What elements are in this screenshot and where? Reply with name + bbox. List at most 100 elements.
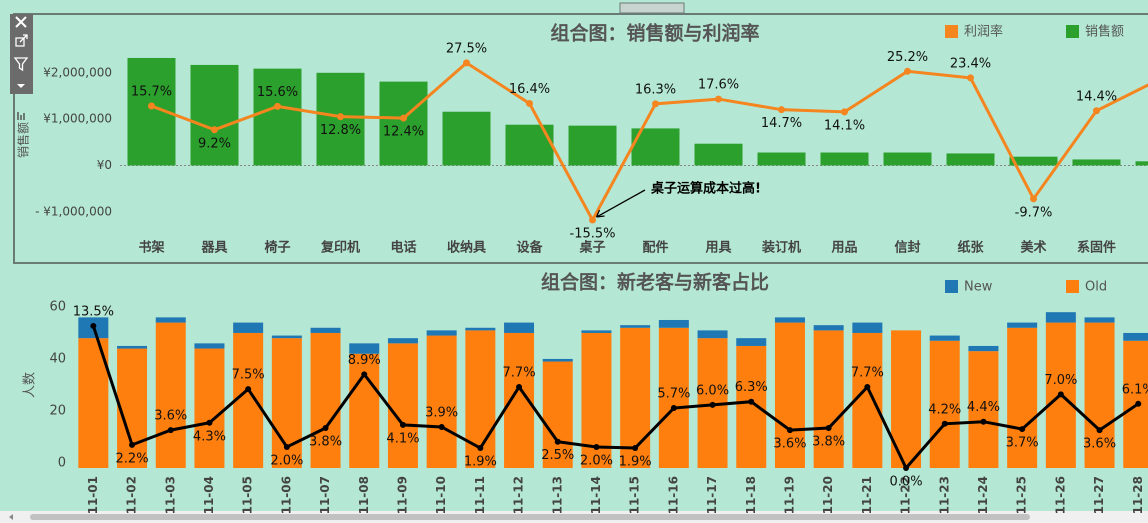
- point: [967, 74, 974, 82]
- annotation: 桌子运算成本过高!: [651, 181, 761, 197]
- data-label: 2.0%: [270, 453, 303, 468]
- point: [903, 465, 910, 471]
- bar-segment: [310, 327, 341, 333]
- x-tick-label: 11-11: [473, 476, 487, 514]
- x-tick-label: 装订机: [761, 240, 801, 256]
- close-icon[interactable]: [15, 16, 27, 28]
- data-label: 6.1%: [1122, 382, 1148, 397]
- x-tick-label: 收纳具: [447, 240, 486, 256]
- scroll-left[interactable]: [9, 514, 13, 520]
- data-label: 14.4%: [1076, 89, 1117, 104]
- point: [167, 427, 174, 434]
- chart-icon[interactable]: [17, 112, 25, 120]
- filter-icon[interactable]: [13, 57, 29, 72]
- point: [980, 418, 987, 425]
- chart-title: 组合图：新老客与新客占比: [541, 271, 769, 294]
- bar-segment: [968, 351, 999, 468]
- x-tick-label: 11-04: [202, 476, 216, 514]
- resize-handle[interactable]: [619, 2, 685, 14]
- scrollbar-thumb[interactable]: [30, 514, 1030, 520]
- x-tick-label: 11-09: [395, 476, 409, 514]
- data-label: -15.5%: [570, 227, 616, 242]
- x-tick-label: 11-27: [1092, 476, 1106, 514]
- chart-title: 组合图：销售额与利润率: [550, 22, 759, 45]
- line: [91, 325, 1140, 471]
- data-label: 3.8%: [309, 435, 342, 450]
- bar-segment: [774, 317, 805, 323]
- bar-segment: [1084, 322, 1115, 468]
- bar-segment: [697, 330, 728, 339]
- data-label: 0.0%: [890, 475, 923, 490]
- x-tick-label: 桌子: [579, 240, 605, 256]
- x-tick-label: 11-06: [279, 476, 293, 514]
- bar: [442, 111, 491, 166]
- data-label: 3.6%: [154, 409, 187, 424]
- x-tick-label: 用具: [704, 241, 731, 256]
- x-tick-label: 纸张: [957, 240, 984, 256]
- point: [652, 100, 659, 108]
- point: [1030, 195, 1037, 203]
- point: [715, 95, 722, 103]
- bar-segment: [387, 343, 418, 468]
- bar: [694, 143, 743, 166]
- x-tick-label: 11-14: [589, 476, 603, 514]
- x-tick-label: 系固件: [1077, 240, 1116, 256]
- data-label: 4.1%: [386, 431, 419, 446]
- data-label: 3.9%: [425, 405, 458, 420]
- x-tick-label: 11-10: [434, 476, 448, 514]
- x-tick-label: 11-16: [666, 476, 680, 514]
- point: [904, 67, 911, 75]
- dropdown-icon[interactable]: [17, 84, 25, 88]
- point: [1135, 400, 1142, 407]
- x-tick-label: 书架: [138, 240, 164, 256]
- popout-icon[interactable]: [15, 34, 28, 47]
- data-label: 4.4%: [967, 400, 1000, 415]
- bar-segment: [1084, 317, 1115, 323]
- x-tick-label: 复印机: [320, 240, 360, 256]
- y-tick-label: ¥2,000,000: [43, 65, 112, 79]
- bar-segment: [310, 332, 341, 468]
- data-label: 3.6%: [1083, 437, 1116, 452]
- bar: [883, 152, 932, 166]
- x-tick-label: 11-02: [125, 476, 139, 514]
- y-tick-label: 20: [49, 404, 66, 419]
- bar: [379, 81, 428, 166]
- data-label: 6.0%: [696, 383, 729, 398]
- point: [477, 445, 484, 452]
- legend-swatch: [1066, 25, 1079, 38]
- point: [941, 420, 948, 427]
- data-label: 3.6%: [773, 437, 806, 452]
- y-tick-label: 0: [58, 456, 66, 471]
- point: [283, 443, 290, 450]
- bar-segment: [774, 322, 805, 468]
- point: [593, 443, 600, 450]
- x-tick-label: 用品: [830, 241, 857, 256]
- bar-segment: [736, 345, 767, 468]
- x-tick-label: 11-20: [821, 476, 835, 514]
- data-label: 7.0%: [1044, 373, 1077, 388]
- bar-segment: [581, 330, 612, 333]
- bar: [1135, 161, 1148, 166]
- x-tick-label: 美术: [1020, 240, 1046, 256]
- x-tick-label: 11-18: [744, 476, 758, 514]
- point: [322, 425, 329, 432]
- x-tick-label: 11-26: [1053, 476, 1067, 514]
- x-tick-label: 设备: [516, 240, 543, 256]
- bar: [1072, 159, 1121, 166]
- data-label: 17.6%: [698, 78, 739, 93]
- x-tick-label: 11-15: [628, 476, 642, 514]
- point: [206, 419, 213, 426]
- legend-swatch: [945, 280, 958, 293]
- data-label: 4.3%: [193, 429, 226, 444]
- point: [90, 322, 97, 329]
- x-tick-label: 11-05: [241, 476, 255, 514]
- bar-segment: [233, 322, 264, 333]
- x-tick-label: 11-07: [318, 476, 332, 514]
- toolbar: [10, 14, 33, 94]
- bar-segment: [736, 338, 767, 346]
- data-label: 14.7%: [761, 116, 802, 131]
- x-tick-label: 11-28: [1131, 476, 1145, 514]
- data-label: 12.8%: [320, 123, 361, 138]
- data-label: 9.2%: [198, 136, 231, 151]
- y-tick-label: ¥0: [97, 158, 112, 172]
